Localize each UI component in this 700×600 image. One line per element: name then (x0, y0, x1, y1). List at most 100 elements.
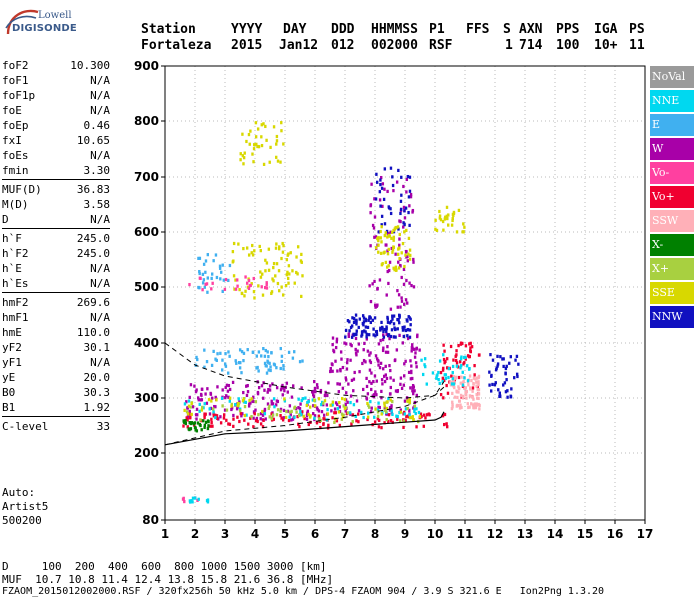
echo-point-nnw (389, 166, 393, 170)
echo-point-nne (189, 500, 192, 504)
echo-point-e (198, 271, 201, 276)
header-row1-cell: IGA (594, 22, 618, 37)
echo-point-w (412, 260, 415, 264)
echo-point-nne (369, 400, 372, 404)
echo-point-x- (413, 404, 417, 408)
echo-point-w (403, 302, 406, 306)
echo-point-w (219, 415, 222, 419)
echo-point-nnw (398, 314, 401, 318)
echo-point-w (228, 387, 232, 392)
echo-point-sse (405, 228, 408, 232)
echo-point-vo- (322, 422, 325, 427)
echo-point-sse (270, 290, 274, 294)
true-height-profile (164, 411, 445, 446)
param-value: 269.6 (76, 296, 110, 309)
echo-point-sse (247, 253, 251, 257)
echo-point-sse (265, 138, 268, 142)
echo-point-vo- (461, 341, 464, 346)
param-name: fxI (2, 134, 22, 147)
echo-point-w (316, 386, 319, 390)
echo-point-nnw (503, 381, 507, 385)
echo-point-ssw (456, 395, 459, 400)
echo-point-sse (403, 230, 406, 234)
echo-point-nnw (489, 389, 493, 393)
echo-point-w (370, 182, 373, 186)
echo-point-vo- (442, 422, 446, 427)
echo-point-vo- (253, 412, 256, 416)
echo-point-vo- (335, 419, 339, 423)
echo-point-w (366, 392, 370, 396)
echo-point-x- (188, 421, 191, 425)
echo-point-w (354, 347, 357, 352)
echo-point-w (225, 394, 228, 398)
auto-code: 500200 (2, 514, 42, 527)
echo-point-x- (376, 414, 380, 418)
echo-point-e (293, 350, 296, 354)
echo-point-nnw (385, 329, 388, 334)
echo-point-w (344, 409, 347, 413)
legend-item-nne: NNE (650, 90, 694, 112)
echo-point-w (300, 386, 303, 390)
echo-point-e (195, 355, 198, 360)
echo-point-w (394, 252, 397, 256)
echo-point-nnw (346, 319, 350, 323)
echo-point-vo- (469, 341, 472, 345)
echo-point-nnw (378, 190, 382, 194)
echo-point-nne (437, 370, 440, 375)
param-row: hmF1 N/A (2, 310, 110, 325)
x-tick-label: 8 (371, 527, 379, 541)
echo-point-nnw (391, 175, 394, 179)
echo-point-w (344, 402, 347, 406)
echo-point-w (312, 389, 315, 394)
echo-point-vo- (455, 349, 458, 353)
echo-point-sse (379, 229, 382, 234)
echo-point-nne (183, 402, 187, 406)
echo-point-ssw (472, 397, 475, 401)
echo-point-nnw (494, 381, 497, 385)
echo-point-w (339, 367, 342, 372)
echo-point-ssw (460, 375, 463, 379)
echo-point-nnw (399, 207, 403, 211)
y-tick-label: 900 (134, 59, 159, 73)
echo-point-vo- (469, 346, 472, 350)
echo-point-e (201, 272, 205, 276)
echo-point-vo- (464, 344, 468, 348)
echo-point-w (319, 388, 323, 393)
echo-point-vo- (387, 413, 391, 417)
echo-point-vo- (383, 421, 386, 425)
echo-point-nne (197, 497, 200, 501)
echo-point-nne (451, 371, 454, 375)
x-tick-label: 7 (341, 527, 349, 541)
echo-point-vo- (254, 418, 258, 423)
echo-point-vo- (222, 416, 226, 420)
echo-point-nnw (397, 168, 400, 173)
echo-point-w (412, 257, 415, 262)
echo-point-sse (383, 401, 386, 405)
echo-point-nnw (401, 325, 404, 330)
echo-point-sse (331, 400, 335, 404)
echo-point-w (369, 351, 372, 355)
echo-point-vo- (334, 411, 337, 415)
echo-point-sse (244, 289, 247, 293)
echo-point-w (388, 260, 392, 264)
echo-point-w (410, 349, 413, 353)
header-row1-cell: Station (141, 22, 196, 37)
param-value: 33 (96, 420, 110, 433)
echo-point-e (287, 350, 291, 354)
param-name: M(D) (2, 198, 29, 211)
echo-point-w (400, 386, 404, 390)
echo-point-w (386, 189, 389, 194)
echo-point-sse (323, 399, 327, 403)
echo-point-w (387, 268, 391, 273)
echo-point-nnw (490, 374, 493, 378)
echo-point-sse (262, 122, 265, 126)
x-tick-label: 11 (457, 527, 474, 541)
echo-point-w (262, 396, 265, 400)
echo-point-w (248, 402, 251, 406)
echo-point-nnw (388, 321, 392, 325)
echo-point-w (297, 406, 300, 410)
echo-point-nnw (394, 335, 397, 339)
echo-point-w (261, 413, 265, 417)
echo-point-e (262, 347, 265, 351)
echo-point-nnw (406, 174, 410, 179)
